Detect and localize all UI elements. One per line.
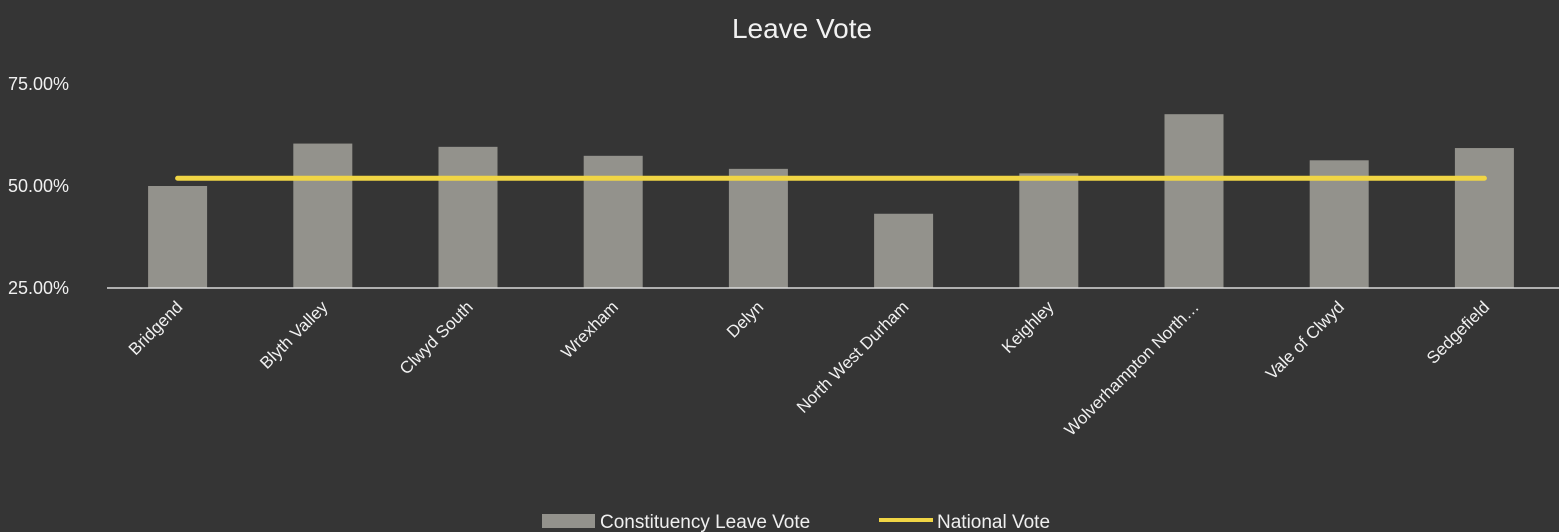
x-tick-label: Delyn — [723, 297, 767, 341]
legend-label-bar: Constituency Leave Vote — [600, 512, 810, 532]
chart-title: Leave Vote — [732, 13, 872, 44]
x-tick-label: Clwyd South — [396, 297, 477, 378]
x-tick-label: North West Durham — [793, 297, 912, 416]
bar — [874, 213, 934, 288]
bar — [1019, 173, 1079, 288]
x-tick-label: Vale of Clwyd — [1262, 297, 1348, 383]
x-tick-label: Keighley — [998, 297, 1058, 357]
x-tick-label: Wrexham — [557, 297, 622, 362]
bar — [1309, 160, 1369, 288]
bar-series — [148, 114, 1514, 288]
x-tick-label: Bridgend — [125, 297, 187, 359]
bar — [583, 155, 643, 288]
bar — [1454, 148, 1514, 288]
bar — [148, 186, 208, 288]
x-tick-label: Blyth Valley — [256, 297, 332, 373]
x-tick-label: Wolverhampton North… — [1061, 297, 1203, 439]
y-tick-label: 75.00% — [8, 74, 69, 94]
legend-label-line: National Vote — [937, 512, 1050, 532]
x-axis-ticks: Bridgend Blyth Valley Clwyd South Wrexham De… — [125, 297, 1493, 440]
bar — [728, 168, 788, 288]
y-tick-label: 50.00% — [8, 176, 69, 196]
legend: Constituency Leave Vote National Vote — [542, 512, 1050, 532]
x-tick-label: Sedgefield — [1423, 297, 1493, 367]
bar — [293, 143, 353, 288]
y-axis-ticks: 25.00% 50.00% 75.00% — [8, 74, 69, 298]
bar — [1164, 114, 1224, 288]
bar — [438, 146, 498, 288]
y-tick-label: 25.00% — [8, 278, 69, 298]
legend-swatch-bar — [542, 514, 595, 528]
